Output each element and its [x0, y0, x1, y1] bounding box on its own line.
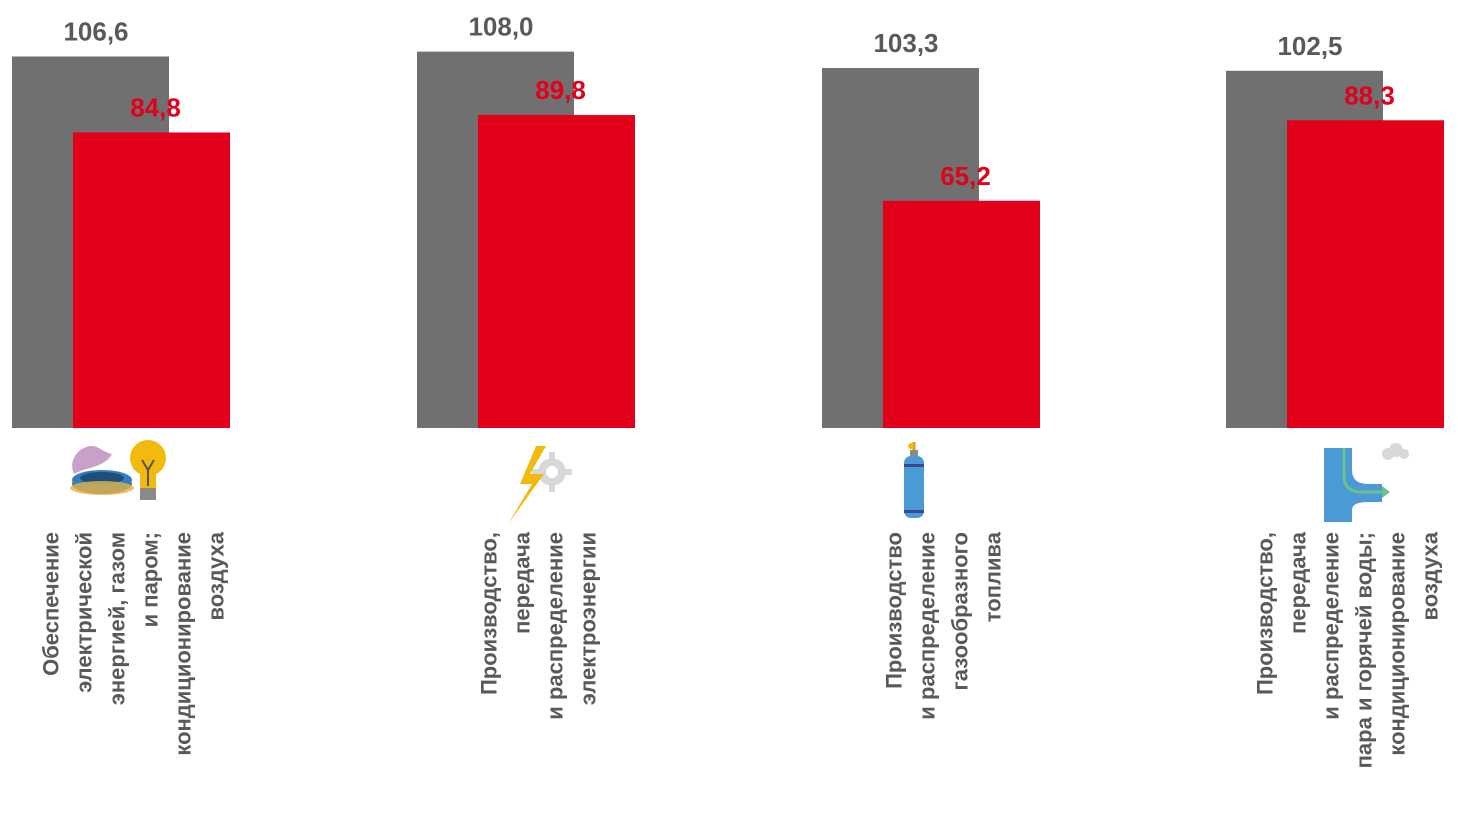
lightning-gear-icon	[508, 446, 572, 524]
bar-red	[1287, 120, 1444, 428]
category-label-line: Производство	[882, 532, 907, 689]
category-label-line: электрической	[72, 532, 97, 693]
data-label: 108,0	[468, 12, 533, 42]
category-label: Производство, передача и распределение элек…	[477, 531, 601, 719]
category-label-line: Обеспечение	[39, 532, 64, 676]
category-label-line: и паром;	[138, 532, 163, 627]
data-label: 65,2	[940, 161, 991, 191]
steam-pipe-icon	[1324, 443, 1409, 522]
category-label: Обеспечение электрической энергией, газом и…	[39, 531, 229, 755]
category-label-line: передача	[1286, 531, 1311, 634]
category-label-line: воздуха	[204, 531, 229, 620]
category-labels-layer: Обеспечение электрической энергией, газом и…	[39, 531, 1443, 768]
data-label: 89,8	[535, 75, 586, 105]
gas-cylinder-icon	[904, 442, 924, 518]
bar-red	[73, 132, 230, 429]
data-label: 103,3	[873, 28, 938, 58]
data-label: 84,8	[130, 92, 181, 122]
bar-red	[883, 200, 1040, 428]
data-label: 102,5	[1277, 31, 1342, 61]
gas-burner-lightbulb-icon	[70, 440, 166, 500]
category-label: Производство, передача и распределение пара…	[1253, 531, 1443, 768]
category-label-line: пара и горячей воды;	[1352, 532, 1377, 768]
category-label: Производство и распределение газообразного…	[882, 531, 1006, 719]
category-label-line: Производство,	[477, 532, 502, 695]
category-label-line: и распределение	[543, 532, 568, 720]
bar-group: 108,0 89,8	[417, 12, 635, 429]
bar-red	[478, 115, 635, 428]
category-label-line: передача	[510, 531, 535, 634]
bars-layer: 106,6 84,8 108,0 89,8 103,3 65,2 102,588,3	[12, 12, 1444, 429]
category-label-line: воздуха	[1418, 531, 1443, 620]
category-label-line: энергией, газом	[105, 532, 130, 705]
category-label-line: и распределение	[1319, 532, 1344, 720]
category-label-line: электроэнергии	[576, 532, 601, 705]
category-label-line: Производство,	[1253, 532, 1278, 695]
category-label-line: газообразного	[948, 532, 973, 690]
category-label-line: кондиционирование	[1385, 532, 1410, 756]
category-label-line: топлива	[981, 531, 1006, 622]
bar-group: 106,6 84,8	[12, 16, 230, 429]
category-label-line: кондиционирование	[171, 532, 196, 756]
category-label-line: и распределение	[915, 532, 940, 720]
data-label: 88,3	[1344, 80, 1395, 110]
bar-group: 102,588,3	[1226, 31, 1444, 428]
icons-layer	[70, 440, 1409, 524]
bar-group: 103,3 65,2	[822, 28, 1040, 428]
data-label: 106,6	[63, 16, 128, 46]
